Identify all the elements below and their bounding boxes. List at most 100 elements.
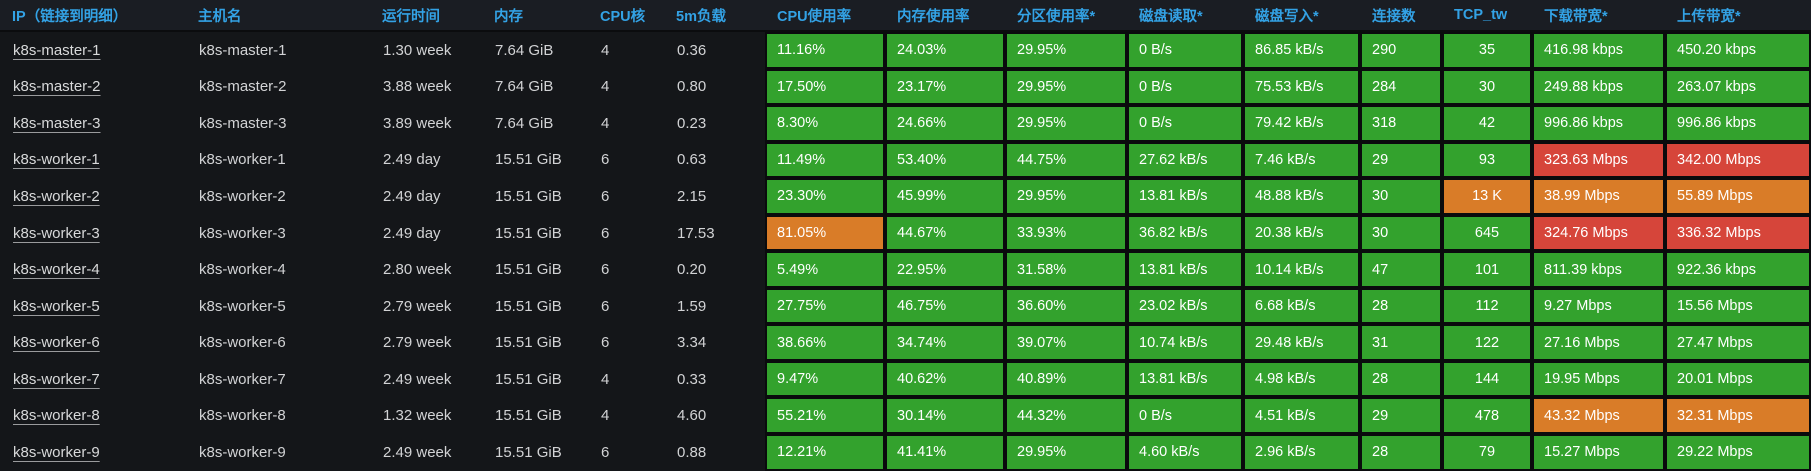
ip-link[interactable]: k8s-worker-1 (13, 151, 100, 169)
memory-cell: 7.64 GiB (495, 78, 554, 96)
ip-link-cell: k8s-worker-8 (0, 397, 186, 434)
col-header-upload-bandwidth[interactable]: 上传带宽* (1677, 8, 1741, 25)
col-header-partition-usage[interactable]: 分区使用率* (1017, 8, 1096, 25)
hostname-cell: k8s-worker-2 (199, 187, 286, 205)
col-header-ip[interactable]: IP（链接到明细） (12, 8, 128, 25)
col-header-cpu-usage[interactable]: CPU使用率 (777, 8, 852, 25)
metric-value: 13.81 kB/s (1129, 253, 1241, 286)
metric-value: 22.95% (887, 253, 1003, 286)
hostname-cell: k8s-master-2 (199, 78, 287, 96)
disk-write-cell: 48.88 kB/s (1243, 178, 1360, 215)
memory-cell: 7.64 GiB (495, 41, 554, 59)
ip-link[interactable]: k8s-worker-9 (13, 443, 100, 461)
disk-read-cell: 13.81 kB/s (1127, 360, 1243, 398)
partition-usage-cell: 29.95% (1005, 105, 1127, 142)
hostname-cell: k8s-master-1 (199, 41, 287, 59)
ip-link[interactable]: k8s-worker-3 (13, 224, 100, 242)
ip-link[interactable]: k8s-worker-2 (13, 187, 100, 205)
uptime-cell: 2.49 day (383, 224, 441, 242)
ip-link[interactable]: k8s-worker-5 (13, 297, 100, 315)
download-bandwidth-cell: 324.76 Mbps (1532, 214, 1665, 252)
metric-value: 29.22 Mbps (1667, 436, 1809, 469)
uptime-cell: 2.49 week (383, 443, 452, 461)
col-header-hostname[interactable]: 主机名 (198, 8, 242, 25)
metric-value: 55.89 Mbps (1667, 180, 1809, 213)
ip-link[interactable]: k8s-worker-6 (13, 334, 100, 352)
col-header-disk-read[interactable]: 磁盘读取* (1139, 8, 1203, 25)
ip-link[interactable]: k8s-worker-7 (13, 370, 100, 388)
load5m-cell: 0.88 (677, 443, 707, 461)
tcp-tw-cell: 13 K (1442, 178, 1532, 215)
ip-link-cell: k8s-worker-4 (0, 251, 186, 288)
load5m-cell: 4.60 (677, 407, 707, 425)
col-header-download-bandwidth[interactable]: 下载带宽* (1544, 8, 1608, 25)
memory-usage-cell: 44.67% (885, 214, 1005, 252)
download-bandwidth-cell: 323.63 Mbps (1532, 141, 1665, 179)
disk-write-cell: 10.14 kB/s (1243, 251, 1360, 288)
cpu-cores-cell: 6 (601, 261, 610, 279)
table-row: k8s-master-3 k8s-master-3 3.89 week 7.64 Gi… (0, 105, 1811, 142)
metric-value: 29.95% (1007, 436, 1125, 469)
connections-cell: 30 (1360, 178, 1442, 215)
metric-value: 43.32 Mbps (1534, 399, 1663, 433)
connections-cell: 28 (1360, 360, 1442, 398)
cpu-cores-cell: 4 (601, 370, 610, 388)
table-row: k8s-worker-1 k8s-worker-1 2.49 day 15.51 Gi… (0, 141, 1811, 179)
ip-link[interactable]: k8s-master-2 (13, 78, 101, 96)
metric-value: 31.58% (1007, 253, 1125, 286)
ip-link[interactable]: k8s-worker-8 (13, 407, 100, 425)
metric-value: 10.74 kB/s (1129, 326, 1241, 359)
memory-usage-cell: 30.14% (885, 397, 1005, 435)
col-header-connections[interactable]: 连接数 (1372, 8, 1416, 25)
metric-value: 15.27 Mbps (1534, 436, 1663, 469)
metric-value: 922.36 kbps (1667, 253, 1809, 286)
table-row: k8s-worker-5 k8s-worker-5 2.79 week 15.51 G… (0, 287, 1811, 325)
tcp-tw-cell: 93 (1442, 141, 1532, 179)
memory-cell: 7.64 GiB (495, 114, 554, 132)
disk-write-cell: 86.85 kB/s (1243, 32, 1360, 69)
cpu-cores-cell: 6 (601, 443, 610, 461)
metric-value: 30 (1362, 216, 1440, 250)
metric-value: 40.62% (887, 362, 1003, 396)
memory-cell: 15.51 GiB (495, 187, 562, 205)
disk-write-cell: 75.53 kB/s (1243, 68, 1360, 106)
load5m-cell: 1.59 (677, 297, 707, 315)
partition-usage-cell: 44.75% (1005, 141, 1127, 179)
hostname-cell: k8s-worker-1 (199, 151, 286, 169)
metric-value: 284 (1362, 70, 1440, 104)
connections-cell: 28 (1360, 287, 1442, 325)
disk-read-cell: 10.74 kB/s (1127, 324, 1243, 361)
metric-value: 996.86 kbps (1667, 107, 1809, 140)
ip-link[interactable]: k8s-worker-4 (13, 261, 100, 279)
uptime-cell: 3.88 week (383, 78, 452, 96)
memory-usage-cell: 41.41% (885, 434, 1005, 471)
col-header-disk-write[interactable]: 磁盘写入* (1255, 8, 1319, 25)
metric-value: 9.47% (767, 362, 883, 396)
metric-value: 0 B/s (1129, 34, 1241, 67)
col-header-memory-usage[interactable]: 内存使用率 (897, 8, 970, 25)
table-row: k8s-worker-7 k8s-worker-7 2.49 week 15.51 G… (0, 360, 1811, 398)
tcp-tw-cell: 101 (1442, 251, 1532, 288)
metric-value: 13 K (1444, 180, 1530, 213)
col-header-memory[interactable]: 内存 (494, 8, 523, 25)
col-header-cpu-cores[interactable]: CPU核 (600, 8, 646, 25)
download-bandwidth-cell: 15.27 Mbps (1532, 434, 1665, 471)
metric-value: 79 (1444, 436, 1530, 469)
col-header-uptime[interactable]: 运行时间 (382, 8, 440, 25)
ip-link[interactable]: k8s-master-1 (13, 41, 101, 59)
disk-read-cell: 0 B/s (1127, 32, 1243, 69)
metric-value: 28 (1362, 436, 1440, 469)
col-header-load5m[interactable]: 5m负载 (676, 8, 726, 25)
memory-usage-cell: 24.03% (885, 32, 1005, 69)
cpu-cores-cell: 6 (601, 187, 610, 205)
ip-link-cell: k8s-master-2 (0, 69, 186, 106)
metric-value: 996.86 kbps (1534, 107, 1663, 140)
upload-bandwidth-cell: 336.32 Mbps (1665, 214, 1811, 252)
disk-read-cell: 36.82 kB/s (1127, 214, 1243, 252)
metric-value: 0 B/s (1129, 70, 1241, 104)
col-header-tcp-tw[interactable]: TCP_tw (1454, 7, 1508, 23)
ip-link[interactable]: k8s-master-3 (13, 114, 101, 132)
load5m-cell: 3.34 (677, 334, 707, 352)
uptime-cell: 2.49 week (383, 370, 452, 388)
uptime-cell: 2.49 day (383, 151, 441, 169)
